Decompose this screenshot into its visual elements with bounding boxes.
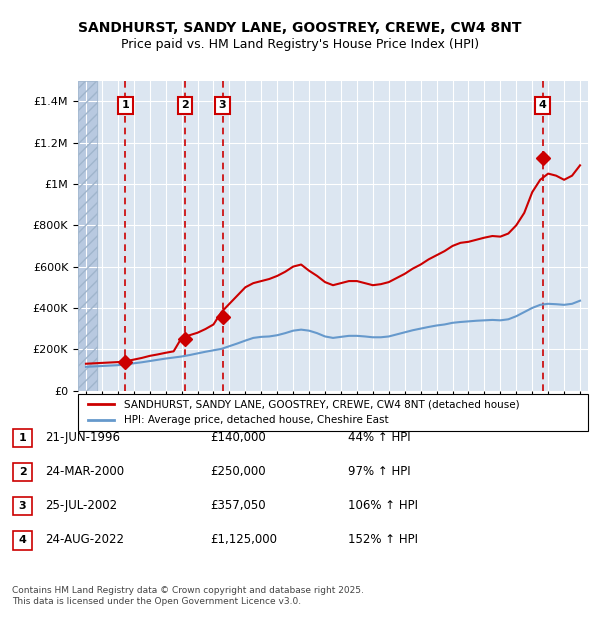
Text: 1: 1 <box>19 433 26 443</box>
Text: This data is licensed under the Open Government Licence v3.0.: This data is licensed under the Open Gov… <box>12 597 301 606</box>
Text: 152% ↑ HPI: 152% ↑ HPI <box>348 533 418 546</box>
Text: £357,050: £357,050 <box>210 499 266 511</box>
Text: HPI: Average price, detached house, Cheshire East: HPI: Average price, detached house, Ches… <box>124 415 389 425</box>
Text: 97% ↑ HPI: 97% ↑ HPI <box>348 465 410 477</box>
FancyBboxPatch shape <box>13 429 32 447</box>
Text: 4: 4 <box>539 100 547 110</box>
Bar <box>78 81 97 391</box>
Text: 106% ↑ HPI: 106% ↑ HPI <box>348 499 418 511</box>
Text: 24-AUG-2022: 24-AUG-2022 <box>45 533 124 546</box>
Text: Contains HM Land Registry data © Crown copyright and database right 2025.: Contains HM Land Registry data © Crown c… <box>12 586 364 595</box>
FancyBboxPatch shape <box>78 394 588 431</box>
Text: £140,000: £140,000 <box>210 431 266 443</box>
Text: 4: 4 <box>19 535 26 546</box>
Text: £1,125,000: £1,125,000 <box>210 533 277 546</box>
Text: 2: 2 <box>19 467 26 477</box>
Bar <box>78 81 97 391</box>
Text: 3: 3 <box>19 501 26 512</box>
Text: 44% ↑ HPI: 44% ↑ HPI <box>348 431 410 443</box>
Text: 3: 3 <box>219 100 226 110</box>
FancyBboxPatch shape <box>13 497 32 515</box>
Text: Price paid vs. HM Land Registry's House Price Index (HPI): Price paid vs. HM Land Registry's House … <box>121 38 479 51</box>
FancyBboxPatch shape <box>13 463 32 481</box>
Text: £250,000: £250,000 <box>210 465 266 477</box>
FancyBboxPatch shape <box>13 531 32 549</box>
Text: 1: 1 <box>121 100 129 110</box>
Text: 24-MAR-2000: 24-MAR-2000 <box>45 465 124 477</box>
Text: 21-JUN-1996: 21-JUN-1996 <box>45 431 120 443</box>
Text: SANDHURST, SANDY LANE, GOOSTREY, CREWE, CW4 8NT (detached house): SANDHURST, SANDY LANE, GOOSTREY, CREWE, … <box>124 399 520 409</box>
Text: 2: 2 <box>181 100 189 110</box>
Text: 25-JUL-2002: 25-JUL-2002 <box>45 499 117 511</box>
Text: SANDHURST, SANDY LANE, GOOSTREY, CREWE, CW4 8NT: SANDHURST, SANDY LANE, GOOSTREY, CREWE, … <box>78 21 522 35</box>
